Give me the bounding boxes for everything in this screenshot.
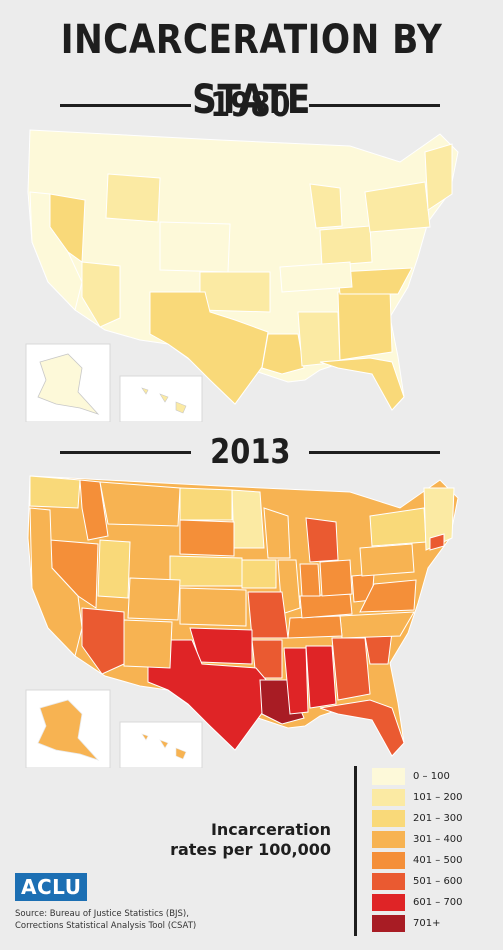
hawaii-inset	[119, 375, 203, 422]
legend-label: 101 – 200	[413, 792, 463, 803]
state-oh-in	[319, 225, 373, 267]
legend-caption-line1: Incarceration	[210, 820, 331, 839]
legend-caption-line2: rates per 100,000	[170, 840, 331, 859]
state-mn	[231, 489, 265, 549]
state-la	[261, 333, 305, 375]
page-title: INCARCERATION BY STATE	[60, 17, 443, 123]
state-mo-ok	[199, 271, 271, 313]
state-new-england	[424, 143, 453, 211]
state-ct	[429, 533, 445, 551]
us-map-2013	[25, 475, 459, 768]
state-sd	[179, 519, 235, 557]
state-fl	[319, 699, 405, 757]
state-nm	[123, 619, 173, 669]
legend-item: 0 – 100	[372, 766, 463, 787]
hawaii-shape	[141, 387, 187, 414]
state-ks	[179, 587, 247, 627]
state-wy	[105, 173, 161, 223]
state-mi	[305, 517, 339, 563]
state-ny-pa	[364, 181, 431, 233]
legend-item: 501 – 600	[372, 871, 463, 892]
legend-item: 301 – 400	[372, 829, 463, 850]
state-va	[359, 579, 417, 613]
divider-line	[309, 103, 441, 107]
state-al	[305, 645, 337, 709]
state-tx	[149, 291, 269, 405]
state-tx	[147, 639, 269, 751]
state-az	[81, 261, 121, 328]
legend-swatch	[372, 894, 405, 911]
legend-caption: Incarceration rates per 100,000	[170, 820, 331, 860]
legend-label: 0 – 100	[413, 771, 450, 782]
state-ga-sc	[337, 289, 393, 361]
legend-swatch	[372, 831, 405, 848]
state-ky	[299, 593, 353, 619]
state-wi	[263, 507, 291, 559]
legend-swatch	[372, 852, 405, 869]
state-ms-al	[297, 311, 341, 367]
legend-divider	[354, 766, 357, 936]
year-header-1980: 1980	[60, 85, 441, 125]
legend-label: 201 – 300	[413, 813, 463, 824]
divider-line	[60, 103, 191, 107]
source-note: Source: Bureau of Justice Statistics (BJ…	[15, 908, 196, 932]
alaska-shape	[37, 699, 100, 761]
legend-label: 401 – 500	[413, 855, 463, 866]
legend-item: 601 – 700	[372, 892, 463, 913]
state-pa	[359, 543, 415, 577]
state-ky-tn	[279, 261, 353, 293]
legend-label: 601 – 700	[413, 897, 463, 908]
year-header-2013: 2013	[60, 432, 441, 472]
legend-swatch	[372, 768, 405, 785]
legend-label: 701+	[413, 918, 441, 929]
divider-line	[60, 450, 191, 454]
state-ut	[97, 539, 131, 599]
state-mi	[309, 183, 343, 229]
state-wa	[29, 475, 81, 509]
state-mt	[99, 481, 181, 527]
aclu-logo: ACLU	[15, 873, 88, 901]
legend-swatch	[372, 873, 405, 890]
state-co	[127, 577, 181, 621]
divider-line	[309, 450, 441, 454]
legend-swatch	[372, 789, 405, 806]
state-fl	[319, 357, 405, 411]
state-ms	[283, 647, 309, 715]
state-ne	[169, 555, 243, 587]
state-ia	[241, 559, 277, 589]
source-line1: Source: Bureau of Justice Statistics (BJ…	[15, 909, 189, 919]
year-label-2013: 2013	[209, 432, 291, 472]
state-new-england	[423, 487, 455, 551]
hawaii-inset	[119, 721, 203, 768]
legend: 0 – 100 101 – 200 201 – 300 301 – 400 40…	[372, 766, 463, 934]
state-mo	[247, 591, 289, 639]
source-line2: Corrections Statistical Analysis Tool (C…	[15, 921, 197, 931]
state-id	[79, 479, 109, 541]
legend-label: 501 – 600	[413, 876, 463, 887]
state-oh	[319, 559, 353, 597]
state-ga	[331, 637, 371, 701]
state-ar	[251, 639, 283, 679]
legend-item: 101 – 200	[372, 787, 463, 808]
hawaii-shape	[141, 733, 187, 760]
state-tn	[287, 615, 343, 639]
legend-item: 401 – 500	[372, 850, 463, 871]
state-az	[81, 607, 125, 675]
year-label-1980: 1980	[209, 85, 291, 125]
us-map-1980	[25, 129, 459, 422]
legend-swatch	[372, 810, 405, 827]
alaska-shape	[37, 353, 100, 415]
legend-label: 301 – 400	[413, 834, 463, 845]
legend-item: 701+	[372, 913, 463, 934]
state-in	[299, 563, 321, 597]
legend-item: 201 – 300	[372, 808, 463, 829]
legend-swatch	[372, 915, 405, 932]
state-nd	[179, 487, 233, 521]
state-ne-ks	[159, 221, 231, 273]
